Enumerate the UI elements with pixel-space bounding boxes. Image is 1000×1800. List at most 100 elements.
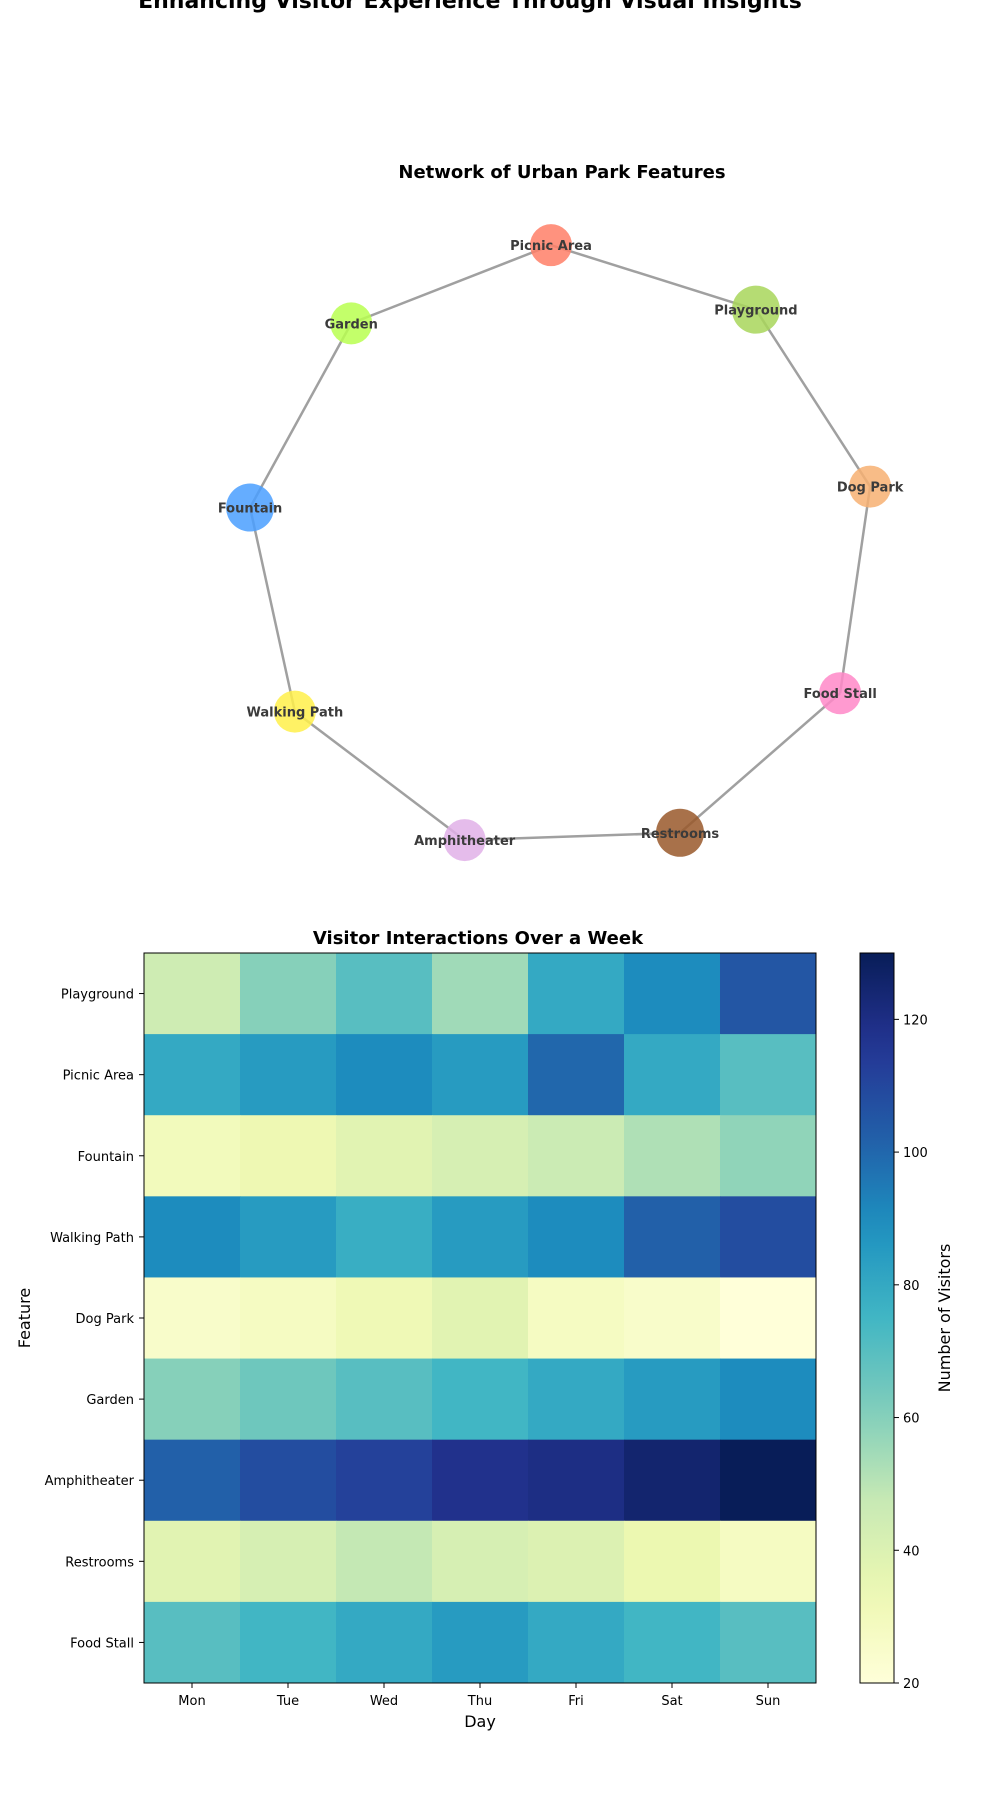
colorbar-tick-80: 80 bbox=[903, 1279, 920, 1294]
cell-walking-path-wed bbox=[336, 1196, 433, 1278]
edge-food-stall-restrooms bbox=[679, 692, 841, 834]
x-tick-sun: Sun bbox=[756, 1694, 781, 1709]
heatmap-cells bbox=[144, 953, 817, 1684]
cell-amphitheater-fri bbox=[528, 1439, 625, 1522]
cell-playground-mon bbox=[144, 953, 241, 1035]
node-label-garden: Garden bbox=[325, 317, 378, 332]
y-tick-walking-path: Walking Path bbox=[50, 1231, 134, 1246]
y-tick-restrooms: Restrooms bbox=[65, 1555, 134, 1570]
cell-walking-path-tue bbox=[240, 1196, 337, 1278]
cell-garden-sun bbox=[720, 1358, 817, 1441]
x-tick-fri: Fri bbox=[568, 1694, 584, 1709]
cell-food-stall-thu bbox=[432, 1601, 529, 1684]
network-edges bbox=[248, 243, 872, 842]
y-tick-picnic-area: Picnic Area bbox=[63, 1069, 134, 1084]
node-label-fountain: Fountain bbox=[218, 502, 283, 517]
cell-dog-park-wed bbox=[336, 1277, 433, 1360]
node-label-amphitheater: Amphitheater bbox=[414, 834, 516, 849]
y-tick-dog-park: Dog Park bbox=[76, 1312, 135, 1327]
node-label-walking-path: Walking Path bbox=[247, 706, 344, 721]
cell-dog-park-sat bbox=[624, 1277, 721, 1360]
cell-picnic-area-tue bbox=[240, 1034, 337, 1116]
y-tick-playground: Playground bbox=[61, 988, 134, 1003]
node-picnic-area bbox=[530, 224, 573, 267]
x-axis-label: Day bbox=[464, 1712, 496, 1731]
x-tick-labels: Mon Tue Wed Thu Fri Sat Sun bbox=[178, 1683, 780, 1709]
cell-picnic-area-wed bbox=[336, 1034, 433, 1116]
cell-dog-park-mon bbox=[144, 1277, 241, 1360]
node-garden bbox=[330, 302, 373, 345]
colorbar-tick-20: 20 bbox=[903, 1677, 920, 1692]
cell-picnic-area-mon bbox=[144, 1034, 241, 1116]
colorbar-tick-40: 40 bbox=[903, 1544, 920, 1559]
colorbar-ticks: 20 40 60 80 100 120 bbox=[894, 1013, 928, 1692]
cell-garden-thu bbox=[432, 1358, 529, 1441]
cell-restrooms-mon bbox=[144, 1520, 241, 1603]
x-tick-wed: Wed bbox=[370, 1694, 398, 1709]
network-chart: Network of Urban Park Features Picnic Ar… bbox=[218, 162, 904, 862]
cell-fountain-mon bbox=[144, 1115, 241, 1197]
cell-restrooms-tue bbox=[240, 1520, 337, 1603]
edge-amphitheater-walking-path bbox=[294, 710, 466, 842]
edge-walking-path-fountain bbox=[248, 507, 297, 712]
cell-fountain-sun bbox=[720, 1115, 817, 1197]
cell-playground-tue bbox=[240, 953, 337, 1035]
cell-garden-mon bbox=[144, 1358, 241, 1441]
edge-playground-dog-park bbox=[754, 308, 872, 488]
cell-garden-sat bbox=[624, 1358, 721, 1441]
y-tick-labels: Playground Picnic Area Fountain Walking Pat… bbox=[45, 988, 144, 1651]
cell-food-stall-fri bbox=[528, 1601, 625, 1684]
cell-amphitheater-tue bbox=[240, 1439, 337, 1522]
heatmap-chart: Visitor Interactions Over a Week Playgro… bbox=[15, 928, 954, 1731]
cell-fountain-wed bbox=[336, 1115, 433, 1197]
cell-playground-wed bbox=[336, 953, 433, 1035]
y-tick-garden: Garden bbox=[86, 1393, 134, 1408]
colorbar bbox=[859, 952, 895, 1684]
cell-dog-park-tue bbox=[240, 1277, 337, 1360]
cell-amphitheater-thu bbox=[432, 1439, 529, 1522]
cell-restrooms-thu bbox=[432, 1520, 529, 1603]
y-tick-fountain: Fountain bbox=[78, 1150, 134, 1165]
cell-picnic-area-sun bbox=[720, 1034, 817, 1116]
cell-walking-path-mon bbox=[144, 1196, 241, 1278]
x-tick-thu: Thu bbox=[467, 1694, 492, 1709]
cell-fountain-tue bbox=[240, 1115, 337, 1197]
network-nodes: Picnic Area Playground Dog Park Food Stall R… bbox=[218, 224, 904, 862]
x-tick-mon: Mon bbox=[178, 1694, 205, 1709]
cell-playground-fri bbox=[528, 953, 625, 1035]
edge-picnic-area-playground bbox=[550, 243, 757, 311]
suptitle: Enhancing Visitor Experience Through Vis… bbox=[138, 0, 802, 14]
colorbar-tick-120: 120 bbox=[903, 1013, 928, 1028]
cell-picnic-area-sat bbox=[624, 1034, 721, 1116]
cell-playground-sat bbox=[624, 953, 721, 1035]
cell-picnic-area-thu bbox=[432, 1034, 529, 1116]
cell-dog-park-fri bbox=[528, 1277, 625, 1360]
cell-food-stall-sat bbox=[624, 1601, 721, 1684]
cell-fountain-fri bbox=[528, 1115, 625, 1197]
x-tick-sat: Sat bbox=[661, 1694, 682, 1709]
cell-amphitheater-sat bbox=[624, 1439, 721, 1522]
node-label-restrooms: Restrooms bbox=[641, 827, 720, 842]
edge-garden-picnic-area bbox=[350, 244, 552, 325]
cell-garden-tue bbox=[240, 1358, 337, 1441]
node-playground bbox=[731, 285, 780, 334]
y-axis-label: Feature bbox=[15, 1288, 34, 1348]
y-tick-food-stall: Food Stall bbox=[70, 1636, 134, 1651]
cell-playground-sun bbox=[720, 953, 817, 1035]
cell-restrooms-wed bbox=[336, 1520, 433, 1603]
edge-fountain-garden bbox=[248, 322, 353, 509]
node-dog-park bbox=[849, 465, 892, 508]
cell-walking-path-fri bbox=[528, 1196, 625, 1278]
cell-food-stall-wed bbox=[336, 1601, 433, 1684]
cell-walking-path-sun bbox=[720, 1196, 817, 1278]
cell-fountain-thu bbox=[432, 1115, 529, 1197]
cell-amphitheater-wed bbox=[336, 1439, 433, 1522]
node-label-playground: Playground bbox=[714, 304, 797, 319]
node-fountain bbox=[226, 483, 275, 532]
heatmap-title: Visitor Interactions Over a Week bbox=[313, 928, 644, 949]
cell-garden-fri bbox=[528, 1358, 625, 1441]
cell-dog-park-thu bbox=[432, 1277, 529, 1360]
cell-restrooms-sun bbox=[720, 1520, 817, 1603]
node-walking-path bbox=[273, 690, 316, 733]
